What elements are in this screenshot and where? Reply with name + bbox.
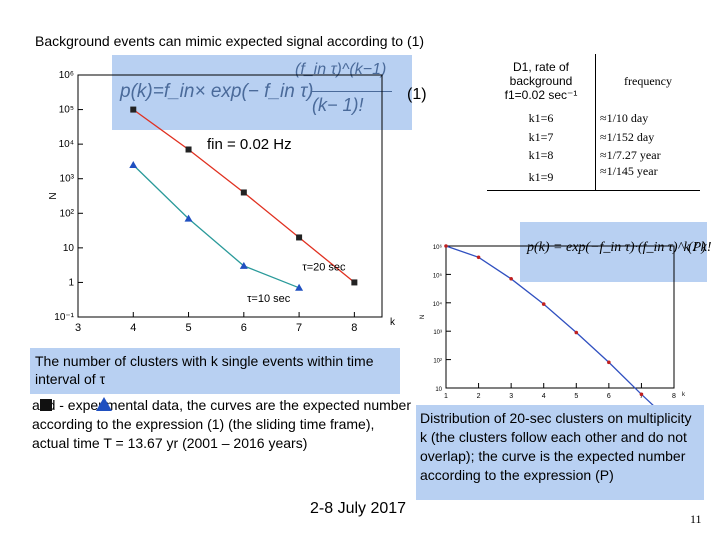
formula-denominator: (k− 1)! — [312, 95, 364, 115]
data-point-square — [296, 234, 303, 241]
x-axis-label: k — [682, 392, 686, 398]
table-header-background: D1, rate of background f1=0.02 sec⁻¹ — [487, 54, 596, 108]
table-cell-k: k1=6 — [487, 108, 596, 128]
series-line — [132, 164, 300, 289]
table-cell-k: k1=8 — [487, 146, 596, 164]
clusters-text: The number of clusters with k single eve… — [35, 353, 374, 387]
x-tick-label: 4 — [542, 393, 546, 400]
data-point-square — [240, 189, 247, 196]
x-tick-label: 5 — [185, 322, 191, 334]
table-cell-freq: ≈1/10 day — [600, 110, 649, 125]
data-point — [607, 360, 611, 365]
triangle-marker-icon — [96, 397, 112, 411]
table-row: k1=9 ≈1/145 year — [487, 164, 700, 191]
data-point-square — [351, 279, 358, 286]
clusters-box — [30, 348, 400, 394]
x-tick-label: 1 — [444, 393, 448, 400]
date-label: 2-8 July 2017 — [310, 500, 407, 517]
p-formula-box — [520, 222, 707, 282]
x-tick-label: 2 — [477, 393, 481, 400]
y-tick-label: 10² — [60, 208, 75, 219]
plot-frame — [77, 74, 383, 318]
x-tick-label: 8 — [672, 393, 676, 400]
table-header-frequency: frequency — [624, 73, 672, 88]
data-point-square — [130, 106, 137, 113]
data-point — [574, 330, 579, 335]
series-line — [132, 109, 355, 283]
slide-number: 11 — [690, 512, 702, 526]
experimental-text: and - experimental data, the curves are … — [32, 397, 411, 451]
square-marker-icon — [40, 399, 52, 411]
table-row: k1=7 ≈1/152 day — [487, 128, 700, 146]
y-tick-label: 10⁶ — [433, 244, 443, 251]
y-tick-label: 1 — [68, 277, 74, 288]
data-point-triangle — [295, 283, 304, 291]
data-point — [639, 392, 644, 397]
x-tick-label: 6 — [241, 322, 247, 334]
distribution-text: Distribution of 20-sec clusters on multi… — [420, 410, 692, 483]
y-tick-label: 10⁴ — [433, 301, 443, 308]
x-axis-label: k — [390, 317, 396, 328]
fin-label: fin = 0.02 Hz — [207, 136, 292, 153]
series-line — [445, 245, 660, 410]
x-tick-label: 7 — [296, 322, 302, 334]
data-point — [476, 255, 481, 260]
x-tick-label: 4 — [130, 322, 136, 334]
x-tick-label: 7 — [639, 393, 643, 400]
plot-frame — [445, 245, 675, 389]
data-point — [509, 276, 513, 281]
y-tick-label: 10⁴ — [59, 139, 74, 150]
y-tick-label: 10² — [433, 359, 442, 365]
y-tick-label: 10³ — [433, 330, 442, 336]
y-tick-label: 10 — [435, 387, 442, 393]
y-axis-label: N — [420, 315, 426, 319]
slide-title: Background events can mimic expected sig… — [35, 33, 425, 49]
formula-fraction-bar — [312, 91, 392, 92]
data-point — [541, 302, 546, 306]
distribution-box — [416, 405, 704, 500]
table-header-row: D1, rate of background f1=0.02 sec⁻¹ fre… — [487, 54, 700, 108]
table-cell-freq: ≈1/152 day — [600, 129, 655, 144]
y-tick-label: 10 — [63, 243, 75, 254]
data-point-triangle — [184, 214, 193, 222]
table-cell-k: k1=9 — [487, 164, 596, 191]
table-row: k1=6 ≈1/10 day — [487, 108, 700, 128]
data-point — [444, 244, 448, 248]
formula-label: (1) — [407, 86, 427, 103]
frequency-table: D1, rate of background f1=0.02 sec⁻¹ fre… — [487, 54, 700, 191]
p-formula: p(k) = exp(−f_in τ)·(f_in τ)^k / k! — [527, 240, 712, 255]
series-label: τ=20 sec — [302, 261, 346, 273]
x-tick-label: 3 — [75, 322, 81, 334]
table-cell-freq: ≈1/7.27 year — [600, 147, 661, 162]
table-cell-freq: ≈1/145 year — [595, 164, 700, 191]
data-point-triangle — [129, 160, 138, 168]
y-axis-label: N — [48, 192, 59, 199]
data-point-square — [185, 146, 192, 153]
main-chart: 10⁻¹ 1 10 10² 10³ 10⁴ 10⁵ 10⁶ 3 4 5 6 7 8 k Nτ=20 sec τ=… — [48, 70, 396, 334]
x-tick-label: 6 — [607, 393, 611, 400]
series-label: τ=10 sec — [247, 293, 291, 305]
y-tick-label: 10³ — [60, 174, 75, 185]
data-point-triangle — [239, 261, 248, 269]
y-tick-label: 10⁵ — [59, 105, 74, 116]
formula-numerator: (f_in τ)^(k−1) — [295, 61, 387, 78]
formula-main: p(k)=f_in× exp(− f_in τ) — [120, 81, 314, 102]
x-tick-label: 3 — [509, 393, 513, 400]
y-tick-label: 10⁶ — [59, 70, 74, 81]
table-row: k1=8 ≈1/7.27 year — [487, 146, 700, 164]
x-tick-label: 8 — [351, 322, 357, 334]
formula-box: p(k)=f_in× exp(− f_in τ) (f_in τ)^(k−1) … — [112, 55, 412, 130]
y-tick-label: 10⁻¹ — [54, 312, 74, 323]
x-tick-label: 5 — [574, 393, 578, 400]
table-cell-k: k1=7 — [487, 128, 596, 146]
distribution-chart: 10 10² 10³ 10⁴ 10⁵ 10⁶ 1 2 3 4 5 6 7 8 k N — [420, 244, 686, 410]
y-tick-label: 10⁵ — [433, 272, 443, 279]
p-formula-label: (P) — [688, 240, 706, 255]
